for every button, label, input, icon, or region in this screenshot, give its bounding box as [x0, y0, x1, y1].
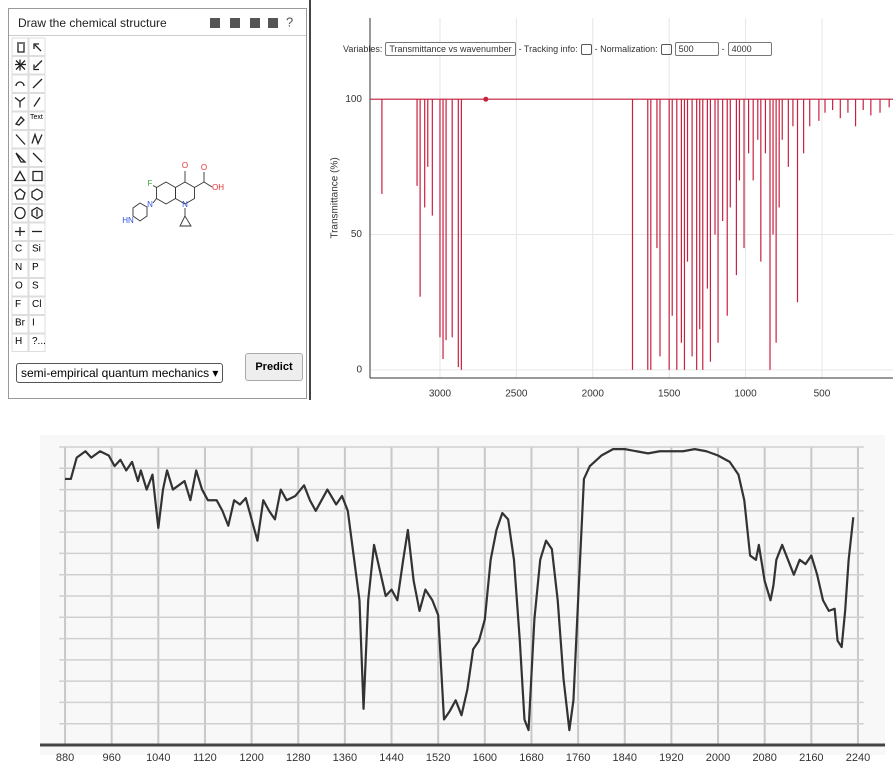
y-axis-label: Transmittance (%): [330, 157, 341, 238]
method: semi-empirical quantum mechanics: [21, 366, 209, 380]
x-tick-label: 2160: [799, 752, 823, 764]
x-tick-label: 1840: [613, 752, 637, 764]
variables-select[interactable]: Transmittance vs wavenumber: [385, 42, 515, 56]
label: -: [722, 44, 725, 54]
y-tick-label: 0: [356, 365, 362, 376]
x-tick-label: 3000: [429, 389, 452, 400]
element-button[interactable]: H: [15, 336, 22, 347]
tool-label: Text: [30, 114, 43, 121]
x-tick-label: 1200: [239, 752, 263, 764]
x-tick-label: 1500: [658, 389, 681, 400]
tool-button[interactable]: [12, 112, 28, 130]
y-tick-label: 50: [351, 229, 363, 240]
element-button[interactable]: Si: [32, 244, 41, 255]
element-button[interactable]: F: [15, 299, 21, 310]
element-button[interactable]: O: [15, 281, 23, 292]
x-tick-label: 1000: [734, 389, 757, 400]
label: - Tracking info:: [519, 44, 578, 54]
x-tick-label: 2500: [505, 389, 528, 400]
element-button[interactable]: C: [15, 244, 22, 255]
atom: O: [182, 161, 188, 170]
element-button[interactable]: Cl: [32, 299, 41, 310]
ir-chart: 880 960 1040 1120 1200 1280 1360 1440 1520 1600 16…: [40, 435, 885, 764]
label: Variables:: [343, 44, 382, 54]
editor-title: Draw the chemical structure: [18, 16, 167, 30]
element-button[interactable]: S: [32, 281, 39, 292]
x-tick-label: 1680: [519, 752, 543, 764]
help-icon[interactable]: ?: [286, 14, 293, 29]
image-icon[interactable]: [230, 18, 240, 28]
predict-button[interactable]: Predict: [245, 353, 303, 381]
x-tick-label: 2000: [706, 752, 730, 764]
page: Draw the chemical structure ? TextCSiNPO…: [0, 0, 893, 764]
download-icon[interactable]: [210, 18, 220, 28]
tool-button[interactable]: [12, 75, 28, 93]
atom: N: [147, 200, 153, 209]
tool-button[interactable]: [12, 168, 28, 186]
atom: N: [182, 200, 188, 209]
x-tick-label: 1520: [426, 752, 450, 764]
element-button[interactable]: Br: [15, 318, 26, 329]
tool-icon: [15, 60, 26, 71]
checkbox[interactable]: [581, 44, 592, 55]
tool-button[interactable]: [12, 38, 28, 56]
element-button[interactable]: P: [32, 262, 39, 273]
x-tick-label: 1040: [146, 752, 170, 764]
atom: HN: [122, 216, 134, 225]
atom: F: [148, 179, 153, 188]
max-input[interactable]: 4000: [728, 42, 772, 56]
checkbox[interactable]: [661, 44, 672, 55]
x-tick-label: 1920: [659, 752, 683, 764]
y-tick-label: 100: [345, 94, 362, 105]
min-input[interactable]: 500: [675, 42, 719, 56]
x-tick-label: 1360: [333, 752, 357, 764]
label: - Normalization:: [595, 44, 658, 54]
method-select[interactable]: semi-empirical quantum mechanics ▾: [16, 363, 223, 383]
x-tick-label: 2000: [582, 389, 605, 400]
toolbar: Text C Si NPOSF Cl Br IH?...: [12, 38, 46, 352]
controls: Variables: Transmittance vs wavenumber -…: [343, 42, 772, 56]
x-tick-label: 1280: [286, 752, 310, 764]
x-tick-label: 1600: [473, 752, 497, 764]
x-tick-label: 880: [56, 752, 74, 764]
x-tick-label: 2080: [752, 752, 776, 764]
element-button[interactable]: I: [32, 318, 35, 329]
x-tick-label: 500: [814, 389, 831, 400]
copy-icon[interactable]: [250, 18, 260, 28]
x-tick-label: 1120: [193, 752, 217, 764]
x-tick-label: 960: [102, 752, 120, 764]
x-tick-label: 1440: [379, 752, 403, 764]
editor-panel: [9, 9, 307, 399]
x-tick-label: 2240: [846, 752, 870, 764]
marker: [483, 97, 488, 102]
x-tick-label: 1760: [566, 752, 590, 764]
element-button[interactable]: N: [15, 262, 22, 273]
element-button[interactable]: ?...: [32, 336, 46, 347]
atom: O: [201, 163, 207, 172]
atom: OH: [212, 183, 224, 192]
paste-icon[interactable]: [268, 18, 278, 28]
spectrum-chart: 3000 2500 2000 1500 1000 500 0 50 100 Transmittan…: [330, 18, 893, 400]
